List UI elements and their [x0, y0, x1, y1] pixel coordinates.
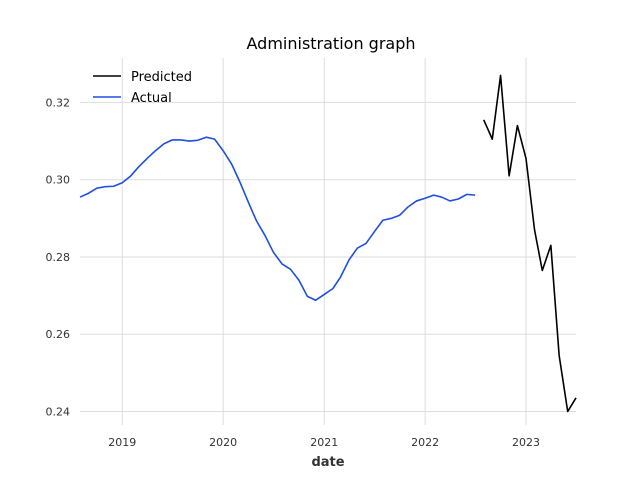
legend: Predicted Actual	[93, 70, 192, 106]
legend-label-predicted: Predicted	[131, 70, 192, 85]
legend-label-actual: Actual	[131, 91, 172, 106]
grid	[80, 58, 576, 425]
x-axis-title: date	[311, 455, 344, 470]
series-line-predicted	[482, 74, 577, 413]
y-tick-label: 0.30	[46, 174, 71, 187]
series-line-actual	[79, 136, 476, 302]
x-tick-label: 2021	[310, 436, 338, 449]
x-tick-label: 2022	[411, 436, 439, 449]
x-tick-label: 2019	[108, 436, 136, 449]
y-axis-ticks: 0.24 0.26 0.28 0.30 0.32	[46, 96, 71, 418]
series-layer	[79, 74, 577, 413]
x-tick-label: 2020	[209, 436, 237, 449]
y-tick-label: 0.28	[46, 251, 71, 264]
y-tick-label: 0.26	[46, 328, 71, 341]
y-tick-label: 0.32	[46, 96, 71, 109]
y-tick-label: 0.24	[46, 405, 71, 418]
x-tick-label: 2023	[512, 436, 540, 449]
chart-title: Administration graph	[247, 34, 416, 53]
x-axis-ticks: 2019 2020 2021 2022 2023	[108, 436, 540, 449]
